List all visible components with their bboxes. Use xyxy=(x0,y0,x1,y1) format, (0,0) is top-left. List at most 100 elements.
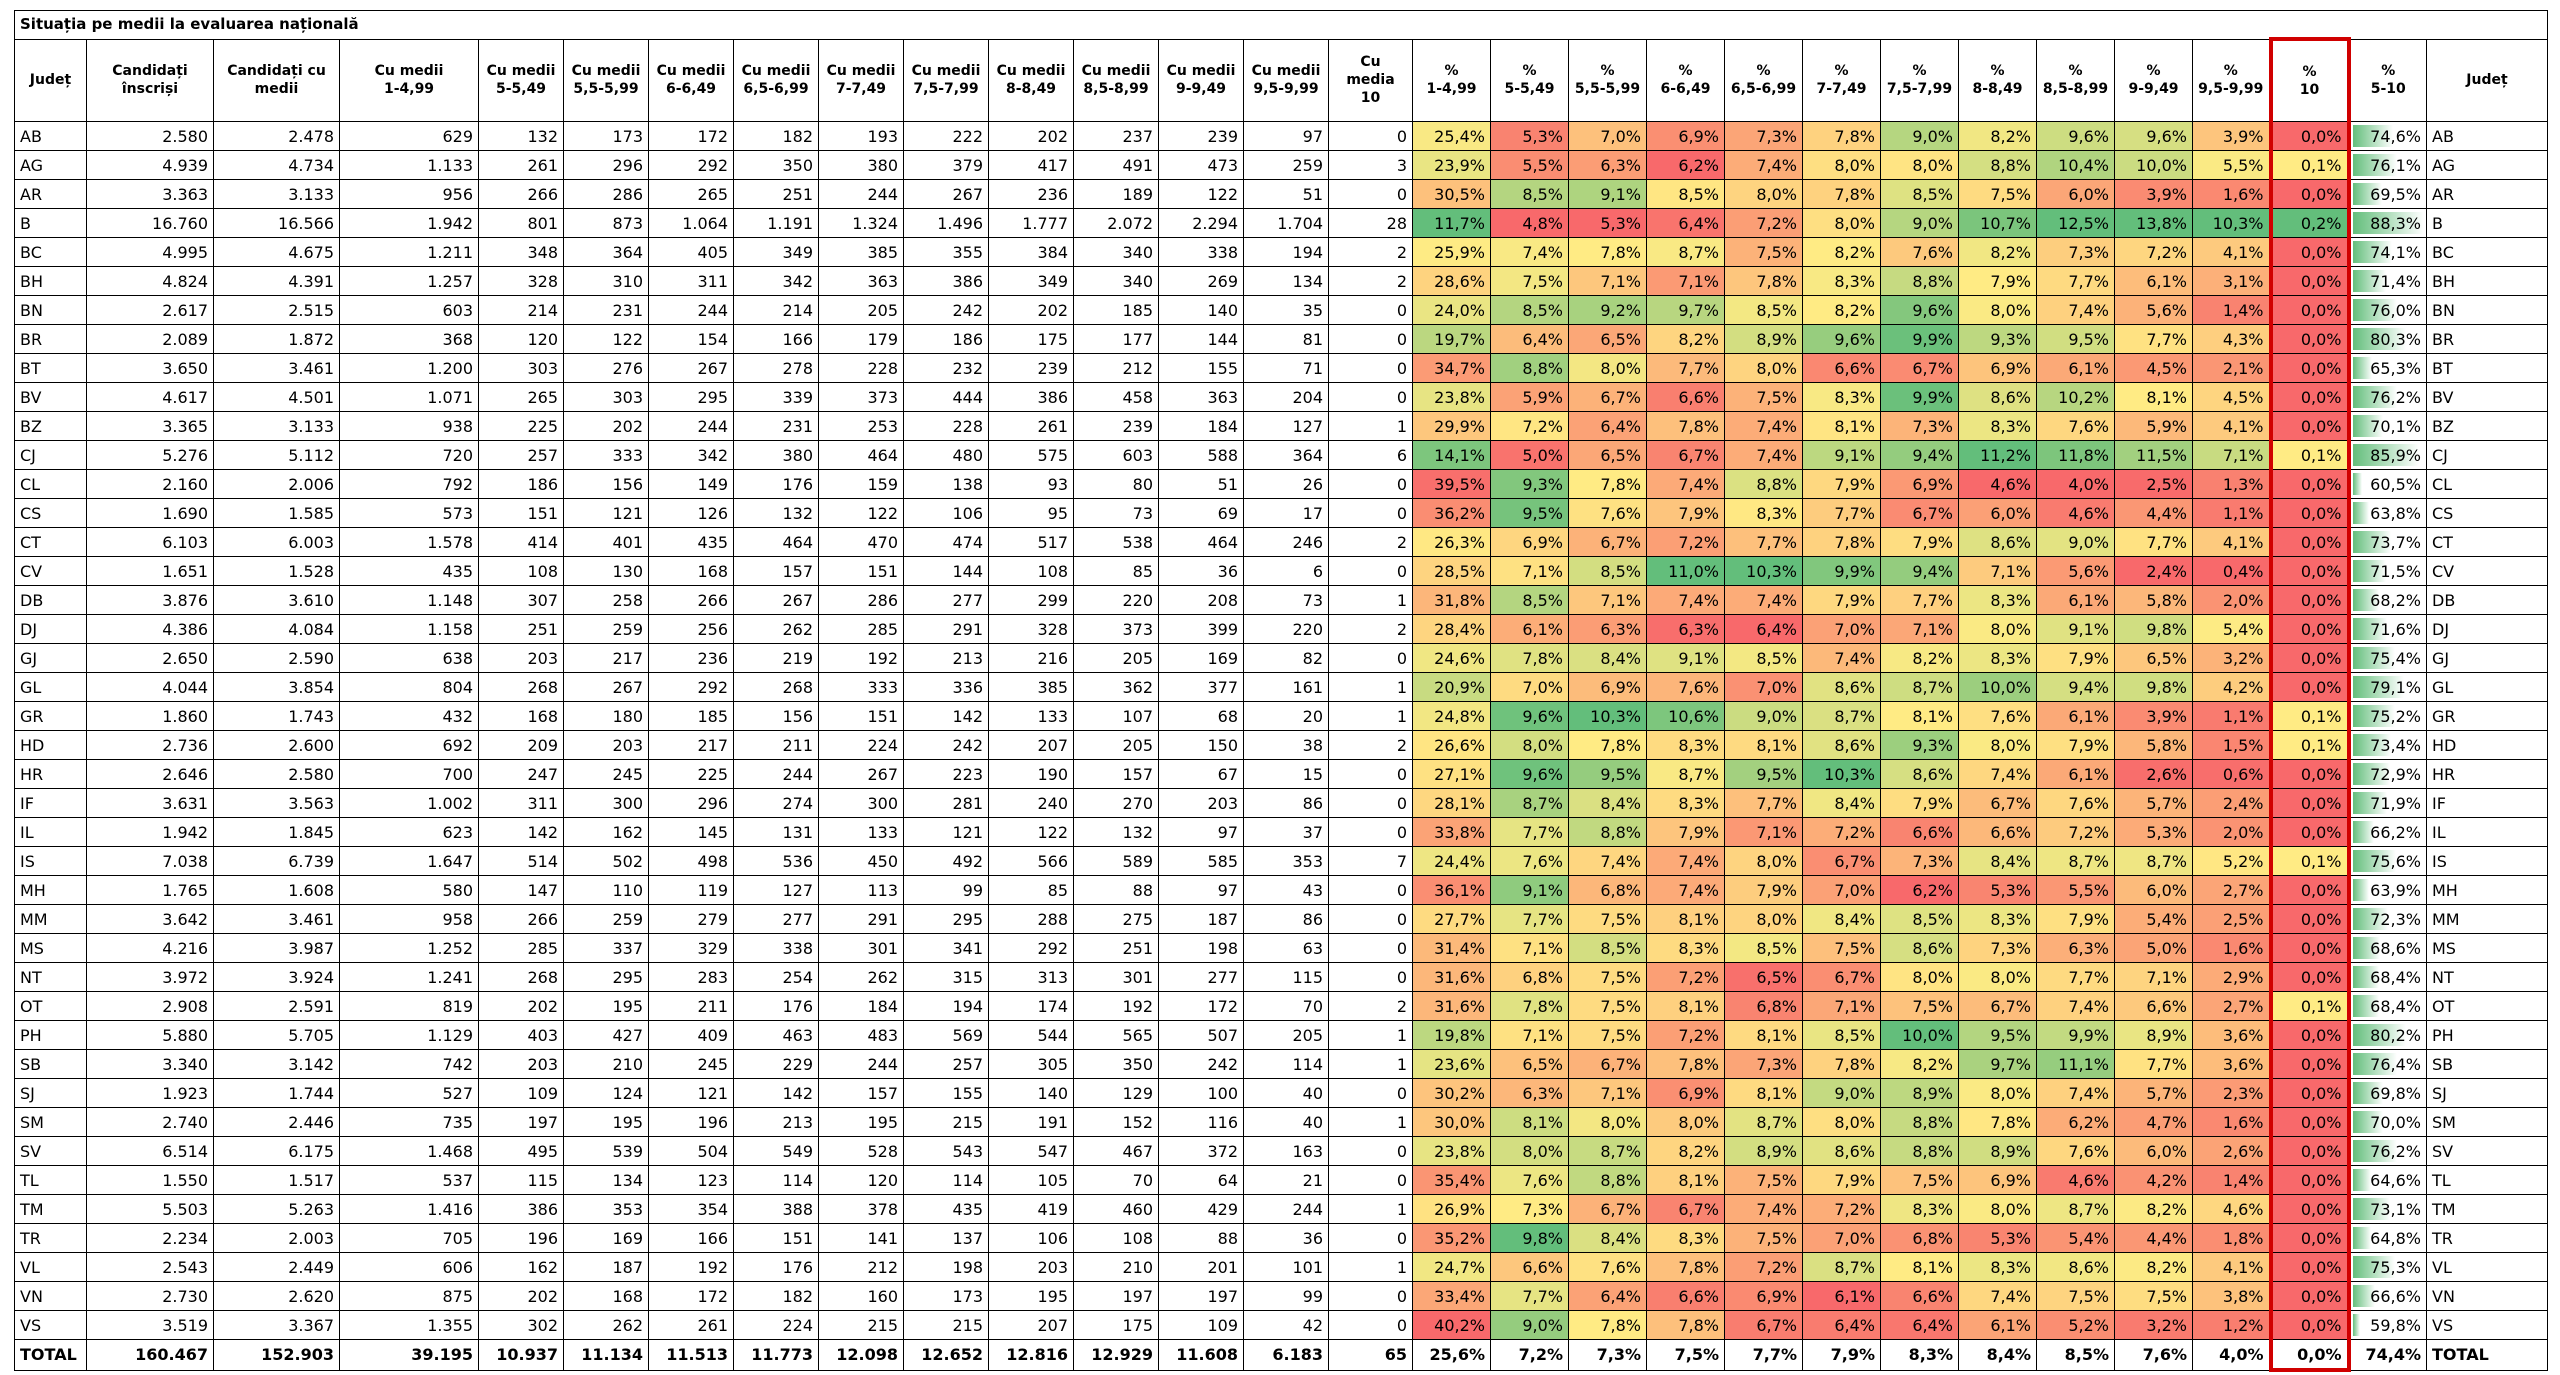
cell-value: 2.600 xyxy=(213,730,340,760)
cell-value: 473 xyxy=(1158,150,1244,180)
cell-value: 4,3% xyxy=(2192,324,2271,354)
data-row: AR 3.363 3.133 956 266 286 265 251 244 267 236 189 1… xyxy=(14,179,2548,209)
cell-value: 311 xyxy=(648,266,734,296)
cell-value: 504 xyxy=(648,1136,734,1166)
cell-value: 0,0% xyxy=(2268,556,2351,586)
cell-value: 8,0% xyxy=(1880,150,1959,180)
data-bar-cell: 76,1% xyxy=(2348,150,2427,180)
cell-value: 99 xyxy=(903,875,989,905)
cell-value: 378 xyxy=(818,1194,904,1224)
data-row: SV 6.514 6.175 1.468 495 539 504 549 528 543 547 46… xyxy=(14,1136,2548,1166)
cell-value: 244 xyxy=(648,411,734,441)
cell-value: 9,6% xyxy=(1802,324,1881,354)
cell-value: 184 xyxy=(1158,411,1244,441)
cell-value: 212 xyxy=(818,1252,904,1282)
cell-value: 29,9% xyxy=(1412,411,1491,441)
cell-value: 6,9% xyxy=(1958,353,2037,383)
cell-value: 938 xyxy=(339,411,479,441)
cell-value: 157 xyxy=(733,556,819,586)
cell-value: 6.739 xyxy=(213,846,340,876)
cell-value: 1.647 xyxy=(339,846,479,876)
cell-value: 74,4% xyxy=(2348,1339,2427,1371)
data-row: GJ 2.650 2.590 638 203 217 236 219 192 213 216 205 1… xyxy=(14,643,2548,673)
cell-value: 705 xyxy=(339,1223,479,1253)
cell-value: 35 xyxy=(1243,295,1329,325)
county-code: HD xyxy=(14,730,87,760)
cell-value: 8,8% xyxy=(1958,150,2037,180)
cell-value: 4,0% xyxy=(2036,469,2115,499)
cell-value: 1.129 xyxy=(339,1020,479,1050)
cell-value: 8,0% xyxy=(1724,846,1803,876)
cell-value: 122 xyxy=(988,817,1074,847)
cell-value: 9,1% xyxy=(1646,643,1725,673)
cell-value: 70 xyxy=(1243,991,1329,1021)
cell-value: 517 xyxy=(988,527,1074,557)
data-bar xyxy=(2352,531,2392,553)
cell-value: 7,6% xyxy=(1490,846,1569,876)
cell-value: 0 xyxy=(1328,904,1413,934)
cell-value: 88 xyxy=(1073,875,1159,905)
cell-value: 6,0% xyxy=(2114,1136,2193,1166)
data-bar-cell: 80,3% xyxy=(2348,324,2427,354)
cell-value: 9,6% xyxy=(1490,759,1569,789)
cell-value: 9,0% xyxy=(1880,121,1959,151)
cell-value: 1 xyxy=(1328,672,1413,702)
cell-value: 75,2% xyxy=(2370,706,2421,726)
data-bar-cell: 68,4% xyxy=(2348,962,2427,992)
cell-value: 7,8% xyxy=(1568,469,1647,499)
data-bar-cell: 64,8% xyxy=(2348,1223,2427,1253)
county-code: BN xyxy=(2426,295,2548,325)
cell-value: 132 xyxy=(1073,817,1159,847)
cell-value: 380 xyxy=(733,440,819,470)
cell-value: 114 xyxy=(733,1165,819,1195)
cell-value: 5,4% xyxy=(2192,614,2271,644)
cell-value: 8,8% xyxy=(1568,1165,1647,1195)
cell-value: 2.294 xyxy=(1158,208,1244,238)
cell-value: 2.515 xyxy=(213,295,340,325)
cell-value: 244 xyxy=(733,759,819,789)
cell-value: 875 xyxy=(339,1281,479,1311)
cell-value: 2.730 xyxy=(86,1281,214,1311)
cell-value: 8,5% xyxy=(1490,295,1569,325)
cell-value: 7,1% xyxy=(1958,556,2037,586)
county-code: CL xyxy=(2426,469,2548,499)
cell-value: 6,9% xyxy=(1490,527,1569,557)
cell-value: 7,8% xyxy=(1958,1107,2037,1137)
cell-value: 268 xyxy=(478,962,564,992)
column-header: % 5-10 xyxy=(2348,38,2427,122)
cell-value: 269 xyxy=(1158,266,1244,296)
cell-value: 3,9% xyxy=(2114,179,2193,209)
cell-value: 8,0% xyxy=(1958,295,2037,325)
cell-value: 8,2% xyxy=(1880,643,1959,673)
cell-value: 7,8% xyxy=(1646,1252,1725,1282)
cell-value: 1.071 xyxy=(339,382,479,412)
cell-value: 7,8% xyxy=(1802,179,1881,209)
cell-value: 7,9% xyxy=(1802,1339,1881,1371)
cell-value: 363 xyxy=(1158,382,1244,412)
data-bar-cell: 72,9% xyxy=(2348,759,2427,789)
cell-value: 43 xyxy=(1243,875,1329,905)
cell-value: 355 xyxy=(903,237,989,267)
cell-value: 379 xyxy=(903,150,989,180)
cell-value: 575 xyxy=(988,440,1074,470)
data-bar-cell: 66,6% xyxy=(2348,1281,2427,1311)
cell-value: 315 xyxy=(903,962,989,992)
data-bar-cell: 68,6% xyxy=(2348,933,2427,963)
data-row: IS 7.038 6.739 1.647 514 502 498 536 450 492 566 58… xyxy=(14,846,2548,876)
cell-value: 121 xyxy=(648,1078,734,1108)
cell-value: 7,7% xyxy=(1802,498,1881,528)
cell-value: 85 xyxy=(1073,556,1159,586)
cell-value: 388 xyxy=(733,1194,819,1224)
county-code: GJ xyxy=(2426,643,2548,673)
cell-value: 156 xyxy=(733,701,819,731)
cell-value: 9,4% xyxy=(1880,440,1959,470)
cell-value: 5,3% xyxy=(1958,875,2037,905)
column-header: % 6,5-6,99 xyxy=(1724,38,1803,122)
data-bar xyxy=(2352,1169,2371,1191)
cell-value: 7,8% xyxy=(1802,1049,1881,1079)
cell-value: 0,1% xyxy=(2268,701,2351,731)
cell-value: 266 xyxy=(478,179,564,209)
cell-value: 88,3% xyxy=(2370,213,2421,233)
cell-value: 7,4% xyxy=(1568,846,1647,876)
cell-value: 127 xyxy=(1243,411,1329,441)
